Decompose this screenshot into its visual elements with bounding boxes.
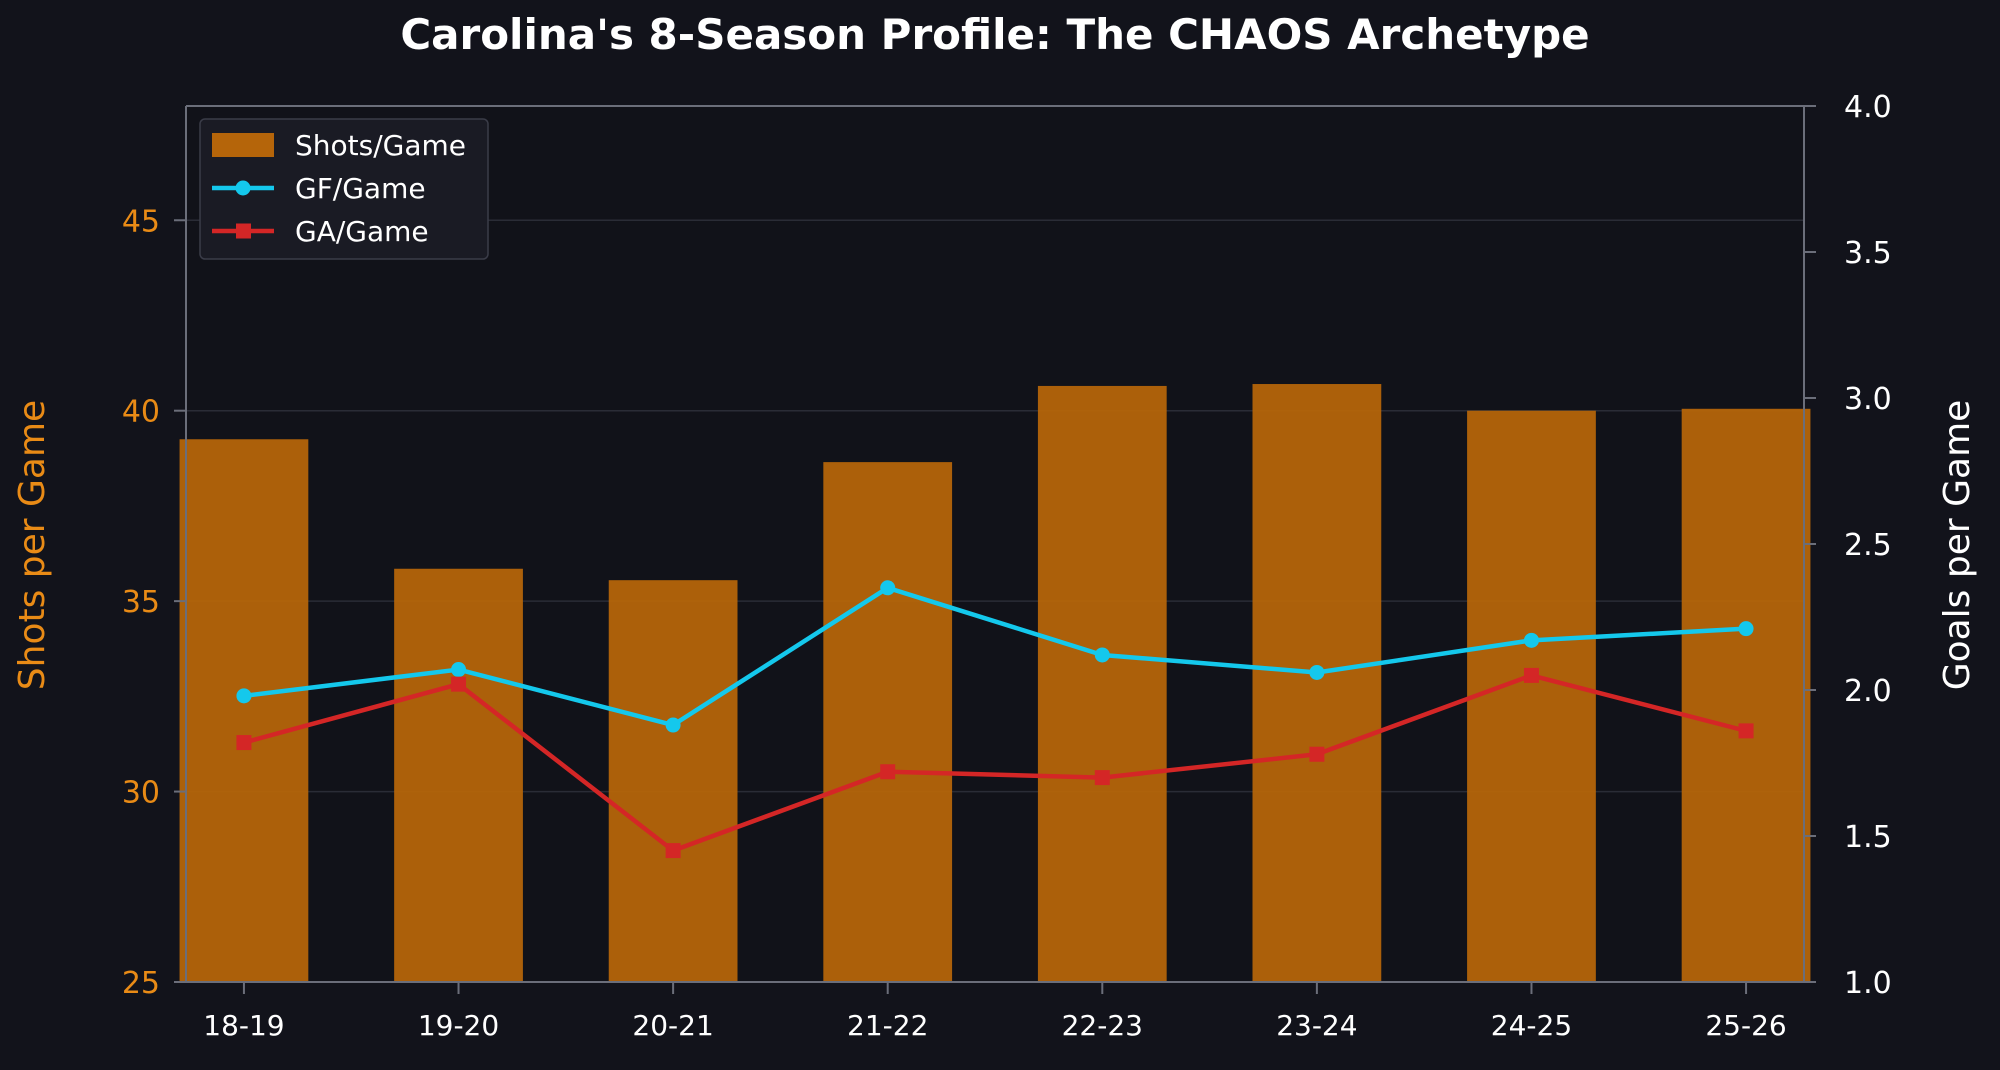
bar bbox=[608, 580, 738, 982]
y-tick-label-left: 40 bbox=[122, 395, 160, 430]
data-point bbox=[1738, 621, 1754, 637]
series-line bbox=[243, 585, 1747, 728]
data-point bbox=[451, 662, 467, 678]
y-tick-label-right: 3.0 bbox=[1844, 382, 1892, 417]
data-point bbox=[665, 843, 681, 859]
data-point bbox=[880, 764, 896, 780]
y-tick-label-left: 30 bbox=[122, 776, 160, 811]
data-point bbox=[1094, 647, 1110, 663]
bar-series bbox=[179, 384, 1811, 983]
y-axis-label-right: Goals per Game bbox=[1937, 400, 1978, 691]
x-tick-label: 20-21 bbox=[632, 1009, 713, 1042]
x-tick-label: 25-26 bbox=[1705, 1009, 1786, 1042]
legend-label: GA/Game bbox=[295, 215, 429, 248]
axes: 25 30 35 40 45 1.0 1.5 2.0 2.5 3.0 3.5 4.0 18-19 19-2… bbox=[122, 90, 1892, 1042]
y-tick-label-right: 2.0 bbox=[1844, 674, 1892, 709]
chart-title: Carolina's 8-Season Profile: The CHAOS A… bbox=[400, 10, 1589, 59]
legend-label: Shots/Game bbox=[295, 129, 466, 162]
legend-marker bbox=[236, 223, 251, 239]
legend-marker bbox=[235, 180, 251, 196]
data-point bbox=[1094, 770, 1110, 786]
y-tick-label-right: 3.5 bbox=[1844, 236, 1892, 271]
data-point bbox=[236, 735, 252, 751]
data-point bbox=[1523, 667, 1539, 683]
data-point bbox=[1309, 746, 1325, 762]
bar bbox=[823, 462, 953, 982]
y-tick-label-right: 1.0 bbox=[1844, 966, 1892, 1001]
data-point bbox=[665, 717, 681, 733]
series-line bbox=[243, 673, 1747, 853]
y-tick-label-right: 1.5 bbox=[1844, 820, 1892, 855]
bar bbox=[1037, 385, 1167, 983]
legend-swatch bbox=[212, 133, 274, 157]
y-tick-label-right: 2.5 bbox=[1844, 528, 1892, 563]
bar bbox=[1681, 408, 1811, 983]
x-tick-label: 18-19 bbox=[203, 1009, 284, 1042]
x-tick-label: 23-24 bbox=[1276, 1009, 1357, 1042]
y-tick-label-left: 35 bbox=[122, 585, 160, 620]
data-point bbox=[880, 580, 896, 596]
data-point bbox=[1523, 632, 1539, 648]
bar bbox=[394, 568, 523, 982]
x-tick-label: 19-20 bbox=[418, 1009, 499, 1042]
bar bbox=[1252, 384, 1382, 982]
x-tick-label: 24-25 bbox=[1491, 1009, 1572, 1042]
x-tick-label: 22-23 bbox=[1062, 1009, 1143, 1042]
line-series bbox=[236, 580, 1754, 859]
x-tick-label: 21-22 bbox=[847, 1009, 928, 1042]
legend: Shots/Game GF/Game GA/Game bbox=[199, 118, 489, 260]
bar bbox=[179, 439, 309, 982]
legend-label: GF/Game bbox=[295, 172, 426, 205]
y-axis-label-left: Shots per Game bbox=[12, 400, 53, 690]
bar bbox=[1467, 410, 1596, 982]
y-tick-label-right: 4.0 bbox=[1844, 90, 1892, 125]
data-point bbox=[236, 688, 252, 704]
y-tick-label-left: 25 bbox=[122, 966, 160, 1001]
data-point bbox=[1738, 723, 1754, 739]
data-point bbox=[1309, 664, 1325, 680]
y-tick-label-left: 45 bbox=[122, 204, 160, 239]
data-point bbox=[451, 676, 467, 692]
